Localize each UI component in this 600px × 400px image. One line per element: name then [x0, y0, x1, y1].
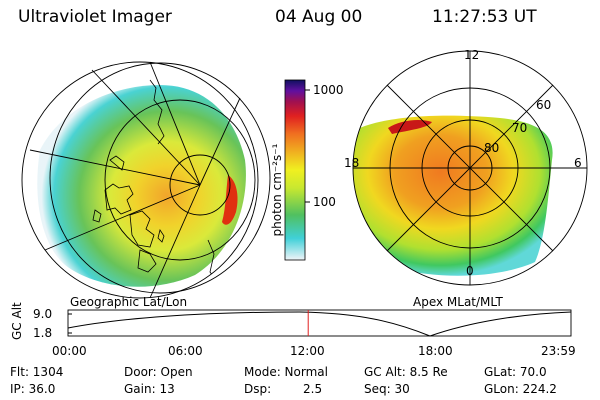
mlat-mlt-grid — [352, 50, 588, 286]
colorbar-tick-1000: 1000 — [313, 83, 344, 97]
aurora-image-left — [37, 85, 246, 287]
mlt-label-6: 6 — [574, 156, 582, 170]
info-ip: IP: 36.0 — [10, 382, 56, 396]
timeline-ytick-high: 9.0 — [33, 307, 53, 321]
right-panel-caption: Apex MLat/MLT — [413, 295, 503, 309]
info-mode: Mode: Normal — [244, 365, 328, 379]
latlon-grid — [21, 61, 271, 299]
aurora-image-right — [353, 115, 553, 276]
date-label: 04 Aug 00 — [275, 7, 363, 27]
mlat-label-80: 80 — [484, 141, 500, 155]
altitude-curve — [67, 311, 572, 337]
altitude-timeline — [67, 309, 572, 337]
magnetic-map — [352, 50, 588, 286]
instrument-title: Ultraviolet Imager — [18, 7, 172, 27]
info-glat: GLat: 70.0 — [484, 365, 547, 379]
info-dsp-label: Dsp: — [244, 382, 272, 396]
colorbar — [284, 79, 310, 261]
time-label: 11:27:53 UT — [432, 7, 537, 27]
info-seq: Seq: 30 — [364, 382, 410, 396]
timeline-xtick-2359: 23:59 — [541, 344, 576, 358]
info-glon: GLon: 224.2 — [484, 382, 557, 396]
left-panel-caption: Geographic Lat/Lon — [70, 295, 188, 309]
info-dsp-value: 2.5 — [303, 382, 323, 396]
mlat-label-70: 70 — [512, 121, 528, 135]
mlt-label-0: 0 — [466, 264, 474, 278]
dayside-red-patch — [222, 175, 238, 225]
timeline-xtick-1200: 12:00 — [290, 344, 325, 358]
timeline-ylabel: GC Alt — [10, 302, 24, 340]
info-door: Door: Open — [124, 365, 193, 379]
timeline-xtick-0000: 00:00 — [52, 344, 87, 358]
timeline-xtick-1800: 18:00 — [418, 344, 453, 358]
colorbar-tick-100: 100 — [313, 195, 336, 209]
mlt-label-18: 18 — [344, 156, 360, 170]
info-gc-alt: GC Alt: 8.5 Re — [364, 365, 448, 379]
mlat-label-60: 60 — [536, 98, 552, 112]
colorbar-unit-label: photon cm⁻²s⁻¹ — [270, 143, 284, 237]
info-gain: Gain: 13 — [124, 382, 175, 396]
timeline-xtick-0600: 06:00 — [168, 344, 203, 358]
mlt-label-12: 12 — [464, 48, 480, 62]
timeline-ytick-low: 1.8 — [33, 326, 53, 340]
info-flt: Flt: 1304 — [10, 365, 64, 379]
geographic-map — [21, 61, 271, 299]
